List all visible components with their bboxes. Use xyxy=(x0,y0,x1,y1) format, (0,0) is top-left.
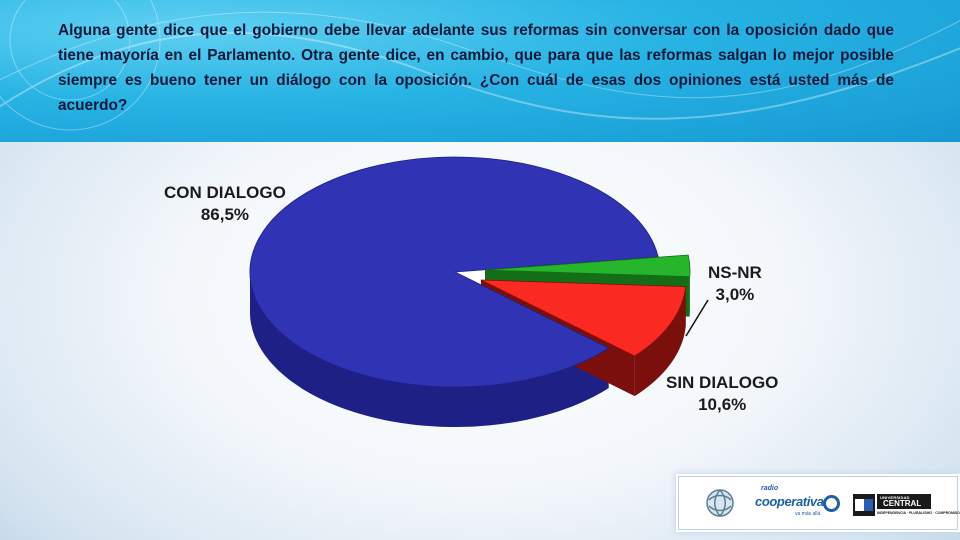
ns-nr-leader-line xyxy=(685,299,709,337)
header-banner: Alguna gente dice que el gobierno debe l… xyxy=(0,0,960,142)
label-ns-nr-value: 3,0% xyxy=(715,285,755,304)
cooperativa-logo: radio cooperativa va más allá xyxy=(755,485,845,523)
slice-sin-dialogo xyxy=(480,279,687,357)
survey-question: Alguna gente dice que el gobierno debe l… xyxy=(58,22,894,114)
slice-side-sin-dialogo xyxy=(634,286,686,397)
sponsor-logos: radio cooperativa va más allá UNIVERSIDA… xyxy=(678,476,960,530)
label-sin-dialogo-name: SIN DIALOGO xyxy=(666,373,779,392)
label-con-dialogo-value: 86,5% xyxy=(200,205,250,224)
header-swirl-decoration xyxy=(0,0,960,131)
slice-con-dialogo xyxy=(249,156,659,388)
cooperativa-tagline: radio xyxy=(761,485,779,492)
label-ns-nr-name: NS-NR xyxy=(708,263,762,282)
uc-name-block xyxy=(877,494,931,509)
label-ns-nr: NS-NR 3,0% xyxy=(708,262,762,306)
universidad-central-logo: UNIVERSIDAD CENTRAL INDEPENDENCIA · PLUR… xyxy=(853,494,960,516)
uc-small-text: UNIVERSIDAD xyxy=(880,495,910,500)
label-con-dialogo: CON DIALOGO 86,5% xyxy=(164,182,286,226)
cooperativa-ring-icon xyxy=(823,495,840,512)
globe-logo-icon xyxy=(706,489,734,517)
label-con-dialogo-name: CON DIALOGO xyxy=(164,183,286,202)
slice-side-con-dialogo xyxy=(250,272,609,427)
uc-foot-text: INDEPENDENCIA · PLURALISMO · COMPROMISO xyxy=(877,511,960,515)
slice-ns-nr xyxy=(484,254,691,278)
cooperativa-sub: va más allá xyxy=(795,511,821,517)
uc-emblem-icon xyxy=(853,494,875,516)
label-sin-dialogo-value: 10,6% xyxy=(698,395,747,414)
label-sin-dialogo: SIN DIALOGO 10,6% xyxy=(666,372,778,416)
cooperativa-name: cooperativa xyxy=(755,494,824,509)
uc-big-text: CENTRAL xyxy=(883,499,922,508)
